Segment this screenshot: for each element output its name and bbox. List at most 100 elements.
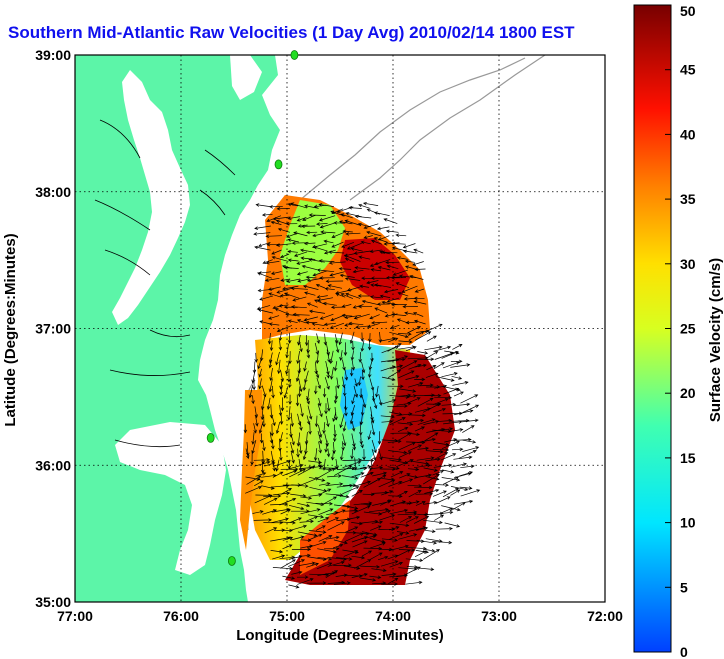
velocity-arrow [383,218,398,224]
colorbar [633,4,672,653]
velocity-arrow [291,570,303,575]
velocity-arrow [333,394,338,404]
velocity-arrow [318,488,332,496]
velocity-arrow [409,274,424,280]
velocity-arrow [331,241,344,248]
velocity-arrow [304,291,316,296]
velocity-arrow [397,291,409,297]
velocity-arrow [381,456,402,462]
velocity-arrow [301,224,316,229]
velocity-arrow [441,402,457,407]
velocity-arrow [351,555,366,560]
velocity-arrow [396,256,408,260]
velocity-arrow [387,369,402,378]
velocity-arrow [299,421,303,431]
x-axis-label: Longitude (Degrees:Minutes) [236,627,444,644]
velocity-arrow [248,385,254,399]
velocity-arrow [414,288,425,293]
velocity-arrow [348,321,364,326]
plot-frame [74,54,606,603]
velocity-arrow [286,232,299,238]
velocity-arrow [450,489,461,496]
velocity-arrow [262,259,273,264]
velocity-arrow [414,331,432,341]
velocity-arrow [313,448,318,462]
velocity-arrow [379,509,392,515]
velocity-arrow [376,226,390,231]
y-tick-label: 36:00 [35,457,71,473]
station-marker [227,556,236,566]
velocity-arrow [341,241,355,248]
velocity-arrow [254,480,264,487]
velocity-arrow [318,424,323,438]
velocity-arrow [345,292,361,299]
velocity-arrow [374,283,391,288]
velocity-arrow [253,518,272,522]
velocity-arrow [318,467,332,472]
velocity-arrow [279,413,284,425]
velocity-arrow [396,531,410,535]
y-tick-label: 37:00 [35,321,71,337]
velocity-arrow [295,394,300,407]
station-marker [290,50,299,60]
velocity-arrow [425,476,440,481]
station-marker [274,159,283,170]
velocity-arrow [342,376,346,389]
velocity-arrow [323,546,340,551]
velocity-arrow [327,560,345,567]
velocity-arrow [311,322,325,327]
velocity-arrow [404,259,415,264]
velocity-arrow [371,449,377,461]
velocity-arrow [378,479,396,488]
velocity-arrow [328,250,345,254]
velocity-arrow [416,539,437,545]
velocity-arrow [288,379,292,389]
velocity-arrow [292,296,307,302]
velocity-arrow [360,577,377,582]
velocity-arrow [342,486,360,495]
velocity-arrow [258,241,271,248]
velocity-arrow [272,566,294,571]
velocity-arrow [462,404,480,413]
velocity-arrow [254,225,271,230]
velocity-arrow [324,433,329,447]
velocity-arrow [369,542,386,549]
velocity-arrow [449,502,466,512]
velocity-arrow [297,531,318,537]
velocity-arrow [325,570,338,578]
velocity-arrow [369,575,382,580]
velocity-arrow [459,486,473,490]
velocity-arrow [370,239,383,245]
velocity-arrow [325,279,344,284]
velocity-arrow [417,437,436,443]
velocity-arrow [245,485,263,494]
velocity-arrow [381,250,398,255]
velocity-arrow [291,524,308,531]
velocity-arrow [451,375,463,380]
velocity-arrow [432,470,445,476]
velocity-arrow [389,526,400,531]
velocity-arrow [300,256,316,260]
velocity-arrow [414,377,426,382]
velocity-arrow [335,458,339,470]
velocity-arrow [367,340,372,351]
velocity-arrow [397,332,412,336]
velocity-arrow [378,394,383,406]
velocity-arrow [416,526,429,531]
velocity-arrow [313,385,318,395]
stations [206,50,299,566]
velocity-arrow [360,502,372,507]
velocity-arrow [287,216,300,221]
velocity-arrow [381,419,394,424]
velocity-arrow [270,483,290,488]
velocity-arrow [424,323,443,333]
velocity-arrow [407,326,421,334]
velocity-arrow [259,320,271,325]
x-tick-label: 72:00 [587,608,623,624]
velocity-arrow [367,430,372,441]
velocity-arrow [343,515,361,521]
velocity-arrow [442,361,460,369]
velocity-arrow [297,578,314,585]
velocity-arrow [335,340,340,354]
velocity-arrow [291,484,309,488]
